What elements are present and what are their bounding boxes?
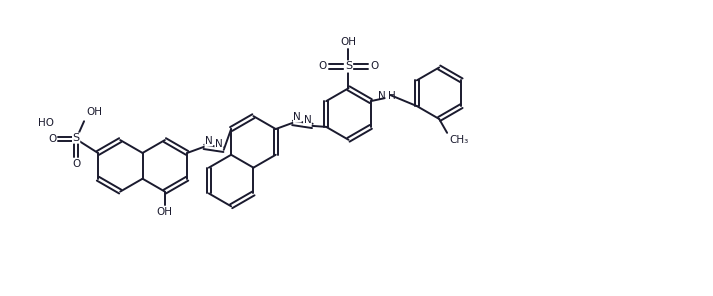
Text: CH₃: CH₃ bbox=[449, 135, 468, 145]
Text: OH: OH bbox=[157, 207, 173, 218]
Text: H: H bbox=[388, 91, 396, 101]
Text: N: N bbox=[294, 112, 301, 122]
Text: N: N bbox=[215, 139, 222, 149]
Text: N: N bbox=[205, 136, 212, 146]
Text: O: O bbox=[370, 62, 379, 71]
Text: N: N bbox=[378, 91, 386, 101]
Text: OH: OH bbox=[86, 107, 102, 117]
Text: S: S bbox=[73, 133, 80, 143]
Text: N: N bbox=[304, 115, 312, 125]
Text: O: O bbox=[72, 159, 81, 169]
Text: HO: HO bbox=[39, 118, 54, 128]
Text: S: S bbox=[345, 62, 352, 71]
Text: O: O bbox=[319, 62, 327, 71]
Text: OH: OH bbox=[341, 37, 356, 47]
Text: O: O bbox=[48, 134, 56, 144]
